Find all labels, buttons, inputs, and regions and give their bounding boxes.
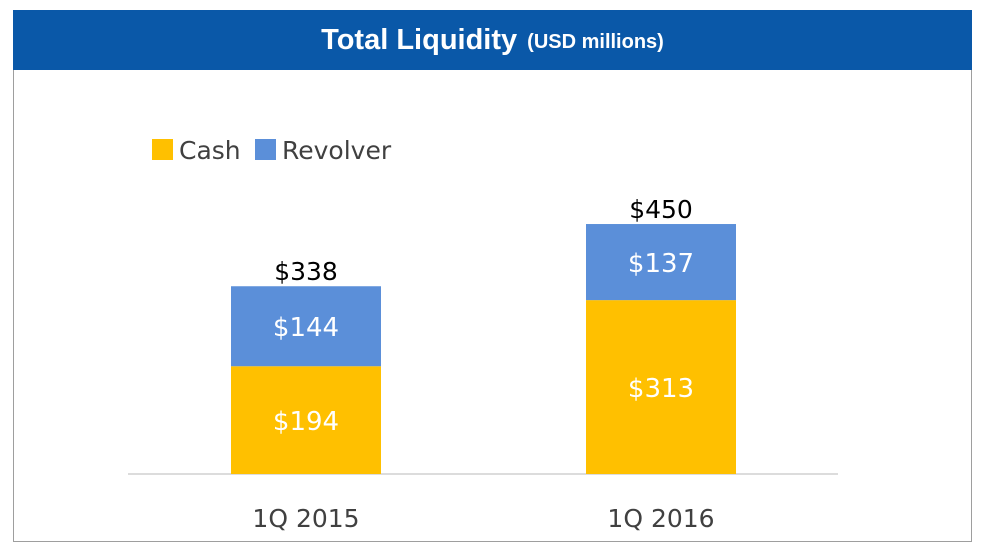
data-label-revolver-1q-2016: $137 bbox=[628, 249, 694, 279]
bar-cash-1q-2016 bbox=[586, 300, 736, 474]
bar-revolver-1q-2016 bbox=[586, 224, 736, 301]
category-label-1q-2016: 1Q 2016 bbox=[607, 504, 714, 533]
chart-frame bbox=[13, 10, 972, 542]
legend-label-cash: Cash bbox=[179, 136, 241, 165]
data-label-cash-1q-2015: $194 bbox=[273, 407, 339, 437]
legend-swatch-cash bbox=[152, 139, 173, 160]
data-label-cash-1q-2016: $313 bbox=[628, 374, 694, 404]
title-banner: Total Liquidity (USD millions) bbox=[13, 10, 972, 70]
legend: Cash Revolver bbox=[152, 136, 392, 165]
bar-revolver-1q-2015 bbox=[231, 286, 381, 367]
category-label-1q-2015: 1Q 2015 bbox=[252, 504, 359, 533]
bar-cash-1q-2015 bbox=[231, 366, 381, 474]
total-label-1q-2015: $338 bbox=[274, 257, 338, 286]
chart-title: Total Liquidity bbox=[321, 23, 518, 56]
labels: $194 $144 $338 1Q 2015 $313 $137 $450 1Q 2016 bbox=[252, 195, 714, 533]
total-label-1q-2016: $450 bbox=[629, 195, 693, 224]
bars bbox=[231, 224, 736, 474]
legend-label-revolver: Revolver bbox=[282, 136, 392, 165]
legend-swatch-revolver bbox=[255, 139, 276, 160]
chart-units: (USD millions) bbox=[527, 30, 664, 53]
data-label-revolver-1q-2015: $144 bbox=[273, 313, 339, 343]
